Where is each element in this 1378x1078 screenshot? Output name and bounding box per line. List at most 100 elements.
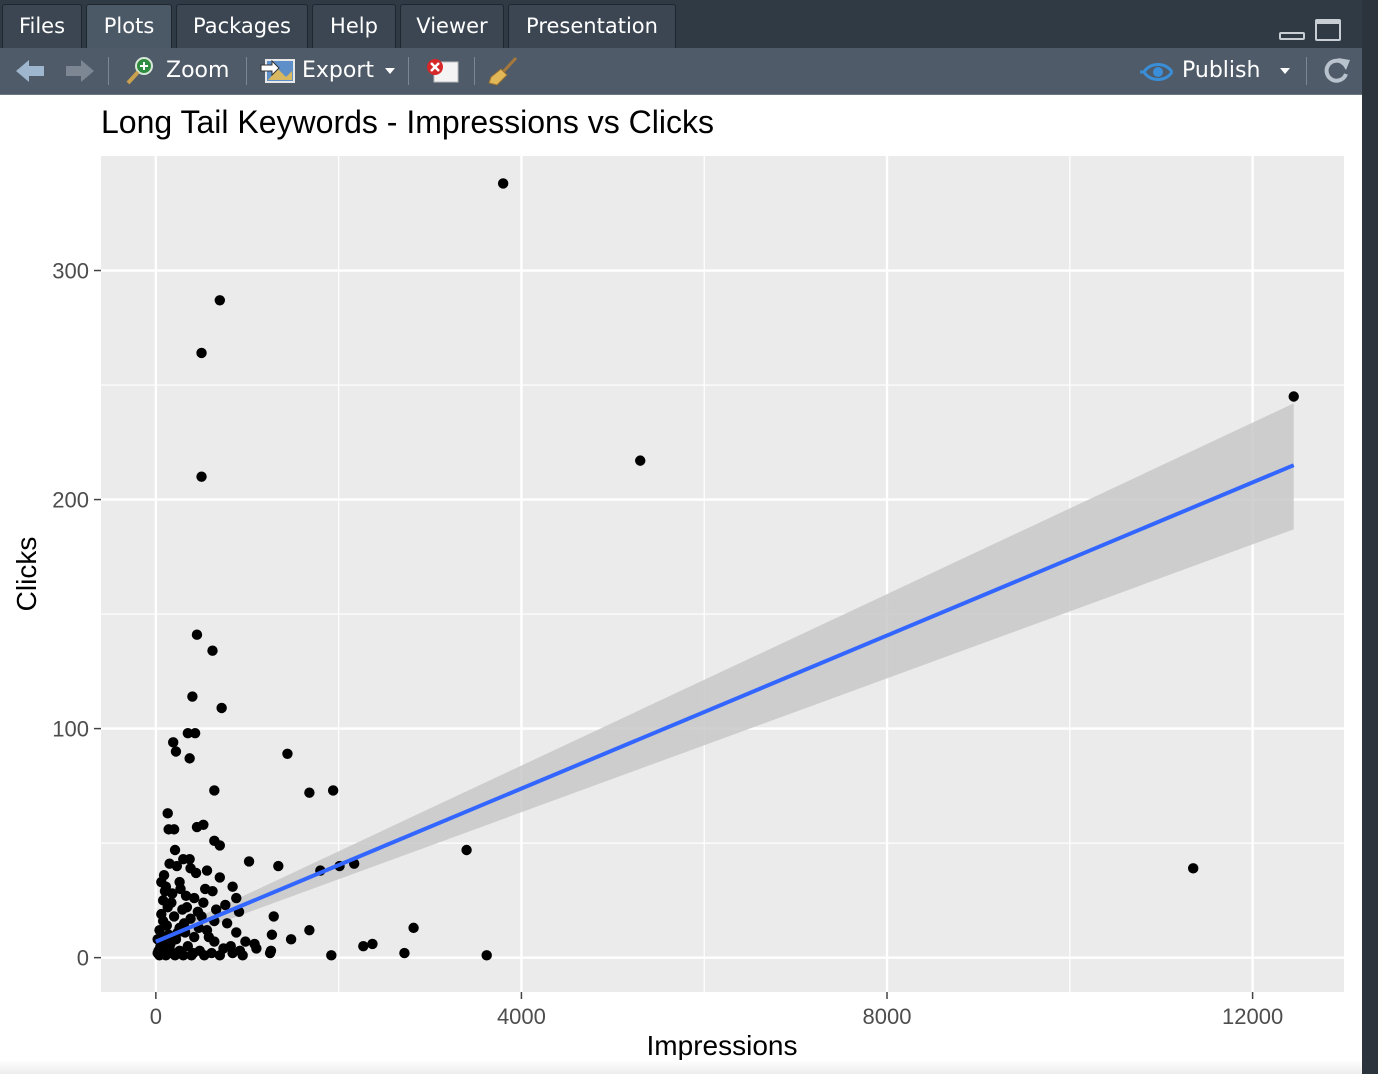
data-point (358, 940, 369, 952)
fit-line-layer (155, 463, 1295, 944)
data-point (203, 931, 215, 943)
data-point (196, 471, 207, 482)
x-axis-label: Impressions (647, 1030, 798, 1061)
tab-help[interactable]: Help (312, 4, 396, 48)
data-point (166, 897, 177, 908)
publish-icon[interactable] (1140, 58, 1176, 86)
y-tick-label: 200 (52, 488, 89, 513)
confidence-band (155, 403, 1294, 947)
data-point (237, 950, 248, 961)
data-point (273, 860, 284, 872)
data-point (326, 950, 337, 961)
data-point (191, 821, 203, 833)
data-point (198, 897, 209, 908)
data-point (201, 865, 213, 876)
tab-packages[interactable]: Packages (176, 4, 308, 48)
data-point (190, 867, 202, 879)
data-point (497, 178, 509, 189)
data-point (214, 872, 226, 883)
tab-presentation[interactable]: Presentation (508, 4, 676, 48)
tab-plots[interactable]: Plots (86, 4, 172, 48)
tab-viewer[interactable]: Viewer (400, 4, 504, 48)
data-point (220, 899, 231, 911)
data-point (199, 950, 210, 961)
data-point (168, 824, 180, 835)
data-point (171, 860, 183, 872)
plots-toolbar: Zoom Export Publish (0, 48, 1363, 95)
data-point (481, 950, 492, 961)
data-point (184, 753, 195, 764)
pane-bottom-edge (0, 1060, 1362, 1074)
pane-tab-bar: Files Plots Packages Help Viewer Present… (0, 0, 1363, 48)
data-point (169, 950, 181, 961)
data-point (168, 737, 179, 748)
data-point (175, 883, 186, 895)
data-point (227, 881, 238, 892)
data-point (170, 746, 182, 757)
data-point (214, 295, 226, 306)
data-point (285, 934, 297, 945)
data-point (240, 936, 251, 947)
data-point (168, 911, 180, 922)
data-point (181, 902, 193, 913)
zoom-button[interactable]: Zoom (166, 58, 230, 83)
toolbar-separator (1306, 57, 1307, 85)
y-tick-label: 100 (52, 717, 89, 742)
data-point (216, 702, 227, 714)
minimize-pane-button[interactable] (1279, 32, 1305, 40)
maximize-pane-button[interactable] (1315, 19, 1341, 41)
data-point (189, 931, 200, 943)
tab-files[interactable]: Files (2, 4, 82, 48)
x-tick-label: 4000 (497, 1004, 546, 1029)
data-point (251, 943, 262, 954)
toolbar-separator (246, 57, 247, 85)
data-point (207, 645, 218, 656)
x-tick-label: 12000 (1222, 1004, 1283, 1029)
data-point (184, 853, 195, 865)
plot-viewer: Long Tail Keywords - Impressions vs Clic… (0, 95, 1362, 1074)
data-point (162, 808, 173, 819)
data-point (304, 787, 315, 798)
x-tick-label: 8000 (863, 1004, 912, 1029)
data-point (209, 785, 220, 796)
data-point (210, 904, 222, 915)
data-point (367, 938, 378, 950)
data-point (187, 691, 198, 702)
broom-icon[interactable] (486, 56, 520, 86)
arrow-left-icon[interactable] (14, 58, 46, 84)
arrow-right-icon[interactable] (64, 58, 96, 84)
magnifier-icon[interactable] (124, 56, 156, 86)
data-point (214, 950, 226, 961)
y-axis-label: Clicks (11, 537, 42, 612)
data-point (182, 727, 194, 739)
confidence-band-layer (155, 403, 1294, 947)
image-export-icon[interactable] (260, 57, 296, 85)
data-point (189, 892, 200, 904)
export-menu-button[interactable]: Export (302, 58, 375, 83)
window-frame-right (1362, 0, 1378, 1074)
data-point (231, 892, 242, 904)
data-point (304, 924, 315, 936)
chevron-down-icon (1280, 68, 1290, 74)
y-tick-label: 300 (52, 259, 89, 284)
data-point (264, 947, 276, 959)
refresh-icon[interactable] (1320, 56, 1352, 86)
data-point (231, 927, 242, 938)
data-point (1288, 391, 1299, 402)
data-point (221, 918, 233, 929)
toolbar-separator (474, 57, 475, 85)
toolbar-separator (108, 57, 109, 85)
data-point (156, 876, 167, 888)
toolbar-separator (408, 57, 409, 85)
chevron-down-icon (385, 68, 395, 74)
data-point (243, 856, 255, 867)
regression-line (155, 463, 1295, 944)
remove-plot-icon[interactable] (424, 57, 460, 85)
publish-button[interactable]: Publish (1182, 58, 1261, 83)
y-tick-label: 0 (77, 946, 89, 971)
data-point (227, 947, 238, 959)
data-point (196, 911, 207, 922)
data-point (191, 629, 203, 640)
data-point (169, 844, 181, 856)
